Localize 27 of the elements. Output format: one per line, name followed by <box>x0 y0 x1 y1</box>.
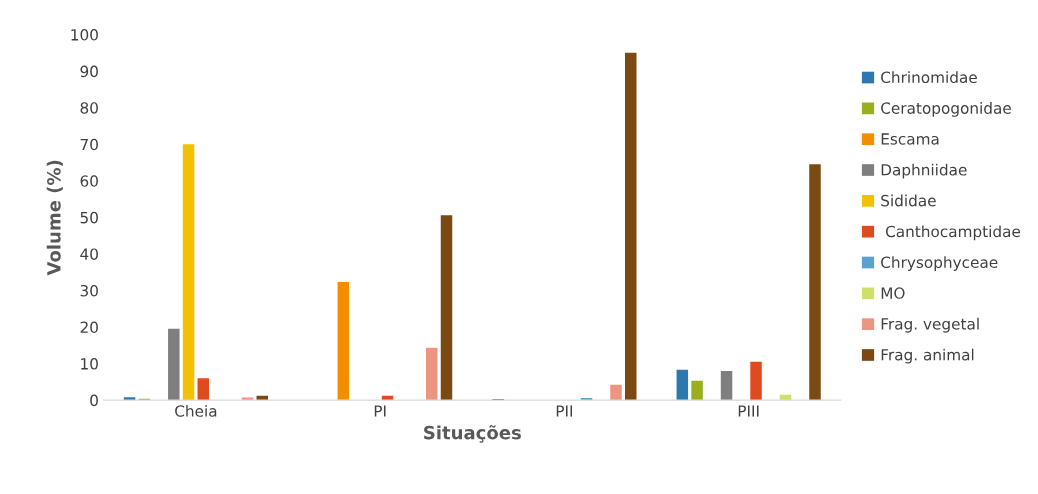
y-tick-label: 50 <box>80 211 98 224</box>
legend-label: Frag. vegetal <box>881 317 979 333</box>
legend-label: Daphniidae <box>881 163 967 179</box>
y-tick-label: 10 <box>81 358 98 370</box>
legend-label: Canthocamptidae <box>885 225 1021 241</box>
legend-label: Sididae <box>881 194 936 207</box>
y-tick-label: 40 <box>80 248 98 260</box>
legend-label: Chrysophyceae <box>881 256 998 271</box>
y-tick-label: 0 <box>90 394 98 407</box>
y-tick-label: 30 <box>80 284 98 297</box>
x-axis-title: Situações <box>424 425 521 443</box>
y-axis-title: Volume (%) <box>46 160 63 276</box>
x-tick-label: Cheia <box>175 405 217 417</box>
legend-label: Frag. animal <box>881 348 974 364</box>
y-tick-label: 100 <box>71 29 98 41</box>
legend-label: Ceratopogonidae <box>881 102 1011 117</box>
y-tick-label: 90 <box>80 65 98 78</box>
x-tick-label: PIII <box>738 405 759 417</box>
legend-label: Escama <box>881 133 939 145</box>
y-tick-label: 60 <box>80 175 98 187</box>
y-tick-label: 20 <box>80 321 98 334</box>
x-tick-label: PII <box>556 405 573 417</box>
y-tick-label: 70 <box>80 138 98 151</box>
legend-label: MO <box>881 287 905 299</box>
legend-label: Chrinomidae <box>881 71 977 84</box>
x-tick-label: PI <box>374 405 386 417</box>
y-tick-label: 80 <box>80 102 98 114</box>
